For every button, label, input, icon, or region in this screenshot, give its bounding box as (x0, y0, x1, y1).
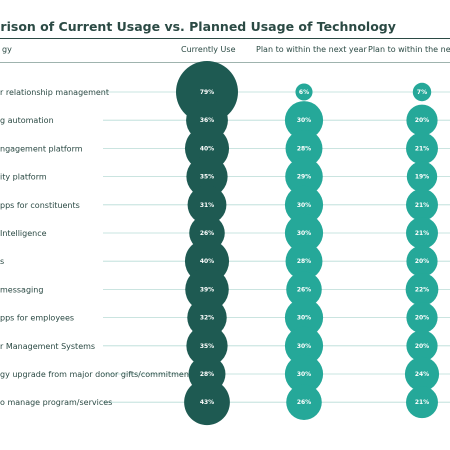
bubble (285, 242, 323, 280)
bubble (406, 330, 438, 362)
bubble (284, 354, 324, 394)
bubble (284, 185, 324, 224)
row-label: g automation (0, 116, 54, 125)
row-label: messaging (0, 285, 43, 294)
bubble-value-label: 7% (417, 89, 427, 96)
bubble-value-label: 28% (297, 258, 311, 265)
bubble (406, 132, 438, 165)
bubble (406, 104, 438, 136)
bubble-value-label: 36% (200, 117, 214, 124)
bubble (405, 273, 439, 306)
bubble-value-label: 28% (297, 145, 311, 152)
header-divider (0, 62, 450, 63)
row-label: ity platform (0, 173, 47, 182)
bubble (406, 386, 438, 419)
row-label: pps for constituents (0, 201, 80, 210)
bubble-value-label: 35% (200, 174, 214, 181)
bubble-value-label: 6% (299, 89, 309, 96)
title-divider (0, 38, 450, 39)
row-label: s (0, 257, 4, 266)
bubble-value-label: 22% (415, 286, 429, 293)
bubble-value-label: 32% (200, 315, 214, 322)
bubble (284, 298, 324, 337)
row-label: r Management Systems (0, 342, 95, 351)
bubble-value-label: 30% (297, 371, 311, 378)
bubble-value-label: 19% (415, 174, 429, 181)
bubble (284, 101, 324, 140)
bubble-value-label: 35% (200, 343, 214, 350)
bubble-value-label: 20% (415, 343, 429, 350)
bubble-value-label: 29% (297, 174, 311, 181)
bubble-value-label: 28% (200, 371, 214, 378)
bubble (406, 302, 438, 334)
bubble-value-label: 20% (415, 258, 429, 265)
bubble-value-label: 21% (415, 202, 429, 209)
row-label: o manage program/services (0, 398, 112, 407)
bubble (187, 297, 227, 338)
bubble-value-label: 39% (200, 286, 214, 293)
bubble-value-label: 20% (415, 117, 429, 124)
bubble-value-label: 20% (415, 315, 429, 322)
bubble (286, 271, 322, 308)
bubble (284, 326, 324, 365)
bubble-value-label: 40% (200, 145, 214, 152)
chart-title: arison of Current Usage vs. Planned Usag… (0, 19, 396, 34)
bubble (186, 325, 228, 367)
bubble-value-label: 30% (297, 343, 311, 350)
bubble-value-label: 30% (297, 315, 311, 322)
bubble (404, 356, 440, 392)
row-label: gy upgrade from major donor gifts/commit… (0, 370, 196, 379)
bubble (406, 161, 438, 192)
bubble (295, 83, 313, 101)
bubble (186, 155, 228, 198)
bubble-value-label: 30% (297, 230, 311, 237)
bubble (285, 157, 323, 196)
bubble (284, 213, 324, 253)
row-label: ngagement platform (0, 144, 83, 153)
bubble-value-label: 26% (297, 286, 311, 293)
bubble (406, 245, 438, 277)
row-label: pps for employees (0, 314, 74, 323)
bubble (286, 384, 322, 420)
row-label: r relationship management (0, 88, 109, 97)
bubble-value-label: 43% (200, 399, 214, 406)
column-header-current: Currently Use (181, 45, 236, 54)
bubble (185, 267, 229, 312)
bubble-value-label: 79% (200, 89, 214, 96)
bubble (406, 188, 438, 221)
column-header-later: Plan to within the next (368, 45, 450, 54)
bubble-value-label: 21% (415, 230, 429, 237)
bubble (412, 82, 432, 102)
column-header-next-year: Plan to within the next year (256, 45, 367, 54)
bubble (187, 185, 227, 225)
bubble-value-label: 26% (297, 399, 311, 406)
bubble-value-label: 24% (415, 371, 429, 378)
bubble (184, 379, 230, 426)
row-label: Intelligence (0, 229, 47, 238)
bubble-value-label: 21% (415, 145, 429, 152)
bubble-value-label: 26% (200, 230, 214, 237)
bubble-value-label: 31% (200, 202, 214, 209)
bubble (406, 217, 438, 249)
bubble-value-label: 30% (297, 202, 311, 209)
row-header-label: gy (2, 45, 12, 54)
bubble (285, 129, 323, 167)
bubble-value-label: 30% (297, 117, 311, 124)
bubble-value-label: 21% (415, 399, 429, 406)
bubble-value-label: 40% (200, 258, 214, 265)
